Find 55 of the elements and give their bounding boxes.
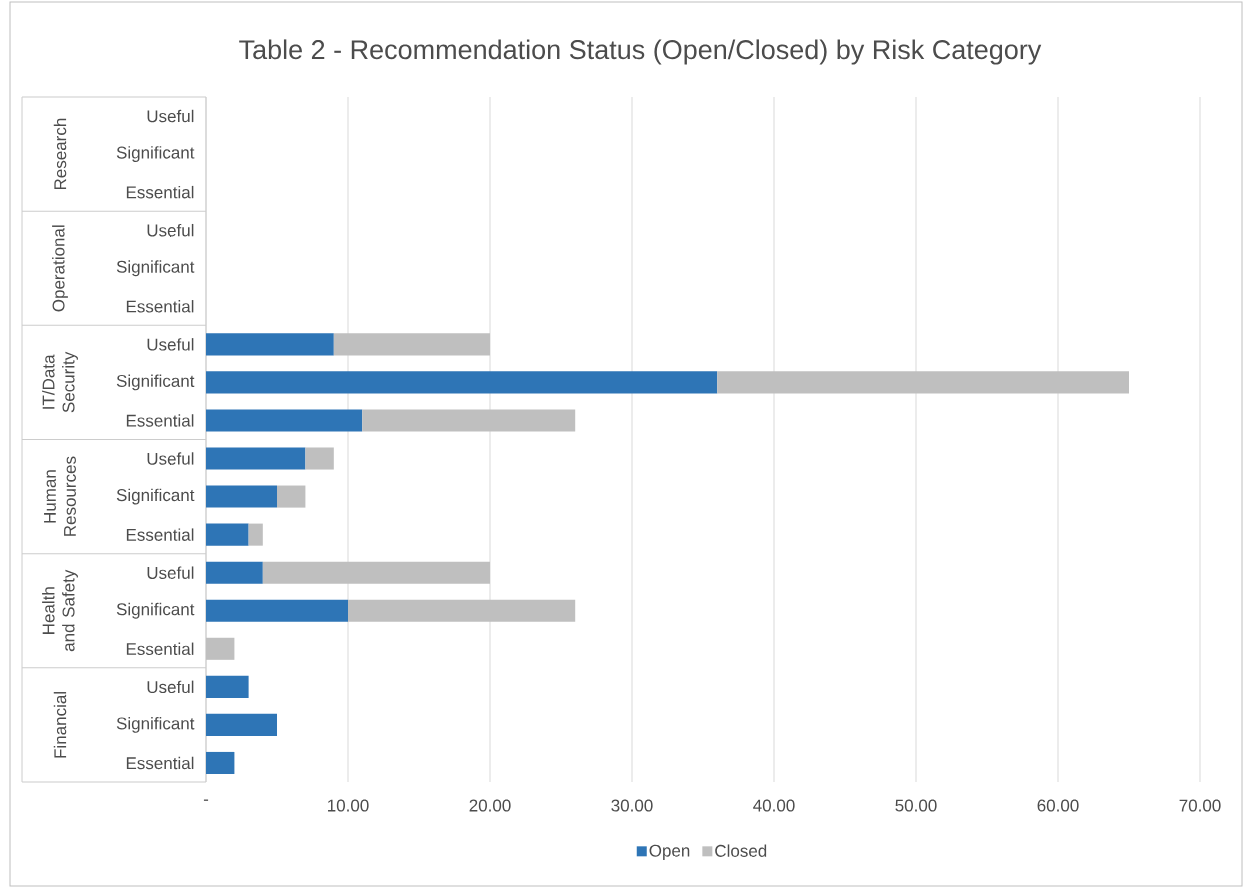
x-tick-label: 40.00 (753, 799, 795, 812)
bar (206, 447, 306, 470)
y-tick-label: Essential (126, 185, 194, 199)
bar (206, 523, 249, 546)
legend-label: Open (649, 844, 690, 861)
text: Human Resources (44, 456, 76, 536)
bar (206, 599, 348, 622)
bar (277, 485, 306, 508)
y-tick-label: Essential (126, 756, 194, 770)
x-tick-label: 30.00 (611, 799, 653, 812)
bar (362, 409, 576, 432)
y-tick-label: Significant (116, 602, 195, 619)
text: Operational (52, 225, 68, 312)
text: IT/Data Security (42, 351, 78, 413)
y-tick-label: Significant (116, 260, 195, 277)
bar (206, 561, 263, 584)
bar (717, 371, 1129, 394)
x-tick-label: - (203, 799, 209, 801)
y-tick-label: Essential (126, 642, 194, 656)
text: Financial (53, 692, 67, 758)
bar (262, 561, 491, 584)
bar (206, 371, 718, 394)
bar (206, 637, 235, 660)
bar (206, 751, 235, 774)
bar (206, 409, 363, 432)
bar (248, 523, 263, 546)
y-tick-label: Useful (147, 109, 194, 123)
y-tick-label: Significant (116, 146, 195, 162)
bar (206, 333, 334, 356)
x-tick-label: 60.00 (1037, 799, 1079, 812)
y-tick-label: Significant (116, 716, 195, 733)
y-tick-label: Significant (116, 488, 195, 505)
x-tick-label: 70.00 (1179, 799, 1221, 812)
y-tick-label: Essential (126, 300, 194, 313)
chart-title: Table 2 - Recommendation Status (Open/Closed) by Risk Category (239, 39, 1042, 65)
bar (206, 675, 249, 698)
x-tick-label: 10.00 (328, 799, 369, 812)
text: Research (53, 118, 67, 190)
text: Health and Safety (42, 569, 78, 652)
x-tick-label: 50.00 (895, 799, 937, 812)
bar (333, 333, 491, 356)
y-tick-label: Useful (147, 338, 194, 351)
y-tick-label: Significant (116, 374, 195, 391)
x-tick-label: 20.00 (469, 799, 511, 812)
y-tick-label: Essential (126, 414, 194, 427)
legend-label: Closed (715, 844, 767, 857)
bar (305, 447, 334, 470)
bar (206, 485, 278, 508)
y-tick-label: Useful (147, 452, 194, 465)
y-tick-label: Useful (147, 680, 194, 694)
bar (206, 713, 278, 736)
bar (348, 599, 576, 622)
y-tick-label: Essential (126, 528, 194, 541)
y-tick-label: Useful (147, 566, 194, 579)
y-tick-label: Useful (147, 223, 194, 237)
